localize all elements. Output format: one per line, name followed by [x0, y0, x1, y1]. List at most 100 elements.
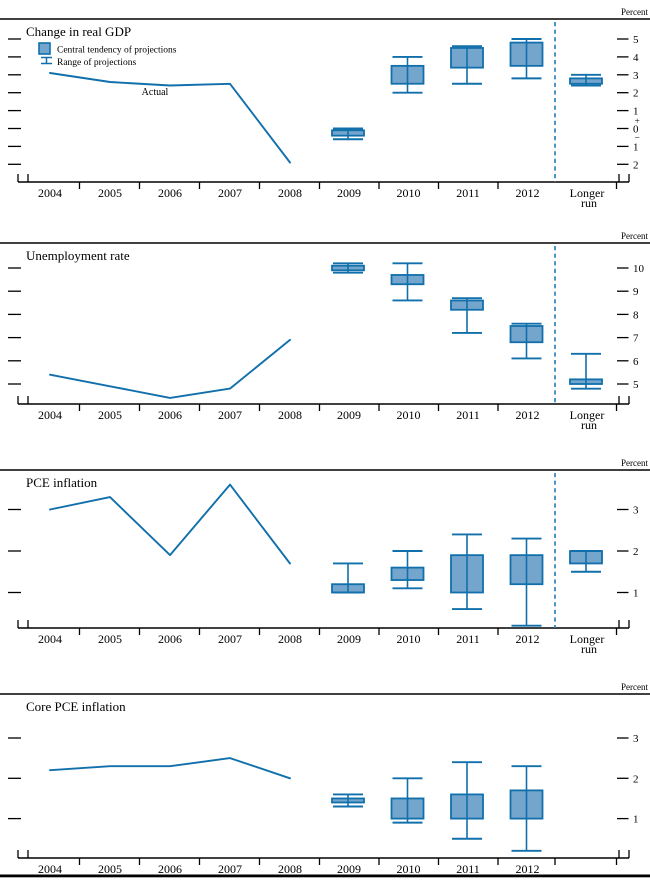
year-label: 2012: [516, 408, 540, 422]
longer-run-label: Longer: [570, 408, 605, 422]
projection-2011: [450, 761, 484, 840]
projection-longer-run: [569, 73, 603, 87]
projection-2012: [509, 765, 544, 852]
panel-change-in-real-gdp: Percent 5 4 3 2 1 0 1 2 + − 2004 2005 2006 2007 2008 200…: [0, 7, 650, 210]
year-label: 2009: [337, 632, 361, 646]
actual-line-label: Actual: [142, 87, 169, 98]
projection-2012: [509, 537, 544, 627]
right-axis-tick-label: 8: [633, 309, 639, 321]
figure-bottom-rule: [0, 874, 650, 878]
legend-central-tendency-label: Central tendency of projections: [57, 45, 177, 56]
projection-2010: [390, 55, 425, 94]
right-axis-tick-label: 5: [633, 34, 639, 46]
year-label: 2012: [516, 186, 540, 200]
year-label: 2010: [397, 186, 421, 200]
right-axis-tick-label: 2: [633, 546, 639, 558]
projection-2010: [390, 550, 425, 590]
year-label: 2010: [397, 862, 421, 876]
actual-line: [49, 338, 291, 399]
year-label: 2006: [158, 862, 182, 876]
right-axis-tick-label: 3: [633, 70, 639, 82]
right-axis-tick-label: 1: [633, 588, 639, 600]
year-label: 2006: [158, 186, 182, 200]
plus-sign-label: +: [635, 117, 640, 127]
year-label: 2008: [278, 632, 302, 646]
year-label: 2005: [98, 862, 122, 876]
central-tendency-swatch-icon: [38, 42, 51, 55]
year-label: 2004: [38, 632, 62, 646]
right-axis-tick-label: 5: [633, 379, 639, 391]
year-label: 2011: [456, 408, 480, 422]
projection-2009: [331, 793, 365, 808]
right-axis-tick-label: 6: [633, 356, 639, 368]
projection-2011: [450, 45, 484, 85]
legend-range-label: Range of projections: [57, 57, 136, 68]
projection-longer-run: [569, 550, 603, 573]
year-label: 2012: [516, 862, 540, 876]
year-label: 2006: [158, 632, 182, 646]
year-label: 2007: [218, 862, 242, 876]
percent-label: Percent: [621, 7, 648, 17]
projection-2011: [450, 297, 484, 334]
year-label: 2012: [516, 632, 540, 646]
right-axis-tick-label: 2: [633, 88, 639, 100]
actual-line: [49, 483, 291, 565]
year-label: 2010: [397, 408, 421, 422]
longer-run-label: run: [581, 418, 597, 432]
year-label: 2010: [397, 632, 421, 646]
projection-2012: [509, 38, 544, 80]
actual-line: [49, 757, 291, 780]
longer-run-label: Longer: [570, 632, 605, 646]
projection-2010: [390, 262, 425, 302]
panel-core-pce-inflation: Percent 3 2 1 2004 2005 2006 2007 2008 2009 2010 20…: [0, 682, 650, 876]
percent-label: Percent: [621, 458, 648, 468]
year-label: 2004: [38, 862, 62, 876]
year-label: 2005: [98, 632, 122, 646]
year-label: 2011: [456, 632, 480, 646]
projection-longer-run: [569, 352, 603, 390]
projection-2009: [331, 127, 365, 141]
year-label: 2004: [38, 186, 62, 200]
panel-title: Change in real GDP: [26, 24, 131, 39]
projection-2009: [331, 562, 365, 594]
right-axis-tick-label: 1: [633, 106, 639, 118]
year-label: 2008: [278, 186, 302, 200]
actual-line: [49, 72, 291, 164]
year-label: 2008: [278, 408, 302, 422]
panel-title: Unemployment rate: [26, 248, 130, 263]
right-axis-tick-label: 4: [633, 52, 639, 64]
year-label: 2008: [278, 862, 302, 876]
panel-title: Core PCE inflation: [26, 699, 126, 714]
right-axis-tick-label: 2: [633, 159, 639, 171]
year-label: 2011: [456, 186, 480, 200]
projection-2011: [450, 533, 484, 611]
longer-run-label: run: [581, 196, 597, 210]
minus-sign-label: −: [635, 134, 640, 144]
projection-2009: [331, 262, 365, 274]
year-label: 2007: [218, 408, 242, 422]
panel-title: PCE inflation: [26, 475, 98, 490]
percent-label: Percent: [621, 231, 648, 241]
year-label: 2009: [337, 408, 361, 422]
right-axis-tick-label: 10: [633, 263, 645, 275]
projection-2010: [390, 777, 425, 824]
right-axis-tick-label: 2: [633, 773, 639, 785]
year-label: 2006: [158, 408, 182, 422]
right-axis-tick-label: 1: [633, 814, 639, 826]
projection-2012: [509, 322, 544, 360]
percent-label: Percent: [621, 682, 648, 692]
right-axis-tick-label: 9: [633, 286, 639, 298]
year-label: 2004: [38, 408, 62, 422]
year-label: 2011: [456, 862, 480, 876]
year-label: 2007: [218, 632, 242, 646]
year-label: 2005: [98, 186, 122, 200]
longer-run-label: Longer: [570, 186, 605, 200]
longer-run-label: run: [581, 642, 597, 656]
year-label: 2009: [337, 862, 361, 876]
year-label: 2005: [98, 408, 122, 422]
right-axis-tick-label: 0: [633, 124, 639, 136]
range-ibeam-icon: [41, 56, 52, 65]
